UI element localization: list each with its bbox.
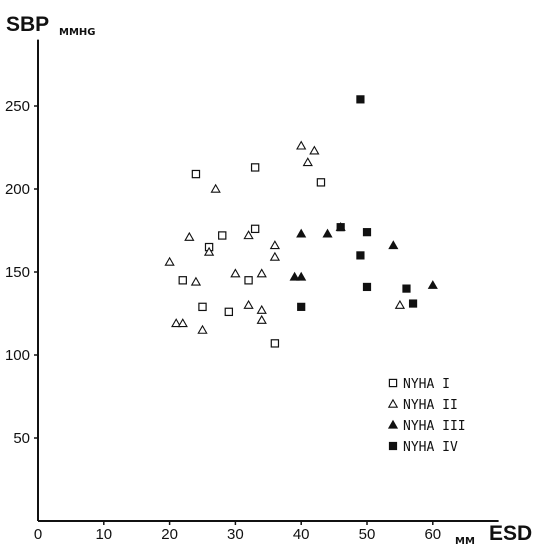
- data-point-triangle-open: [269, 251, 281, 261]
- legend-marker-triangle-filled: [387, 419, 399, 429]
- data-point-triangle-open: [302, 157, 313, 167]
- data-point-square-open: [218, 231, 227, 240]
- x-tick-label: 20: [161, 526, 178, 543]
- y-tick-label: 50: [13, 430, 30, 447]
- data-point-triangle-open: [269, 240, 281, 250]
- x-tick-label: 30: [227, 526, 244, 543]
- legend-marker-square-filled: [388, 441, 398, 451]
- y-tick-label: 150: [5, 264, 30, 281]
- data-point-triangle-filled: [289, 271, 300, 281]
- legend-label: NYHA II: [403, 398, 458, 413]
- data-point-square-open: [224, 307, 234, 317]
- data-point-triangle-open: [256, 268, 267, 278]
- data-point-triangle-open: [164, 256, 175, 266]
- legend-label: NYHA III: [403, 419, 466, 434]
- data-point-square-open: [250, 163, 260, 172]
- data-point-triangle-filled: [296, 271, 307, 281]
- legend-label: NYHA I: [403, 377, 450, 392]
- x-axis-title: ESD: [489, 522, 532, 545]
- data-point-square-open: [178, 276, 187, 285]
- data-point-triangle-filled: [296, 228, 307, 238]
- data-point-triangle-open: [256, 304, 267, 314]
- data-point-square-filled: [402, 284, 411, 293]
- y-tick-label: 100: [5, 347, 30, 364]
- legend-label: NYHA IV: [403, 440, 458, 455]
- y-axis-title: SBP: [6, 13, 49, 36]
- data-point-square-open: [270, 339, 280, 348]
- data-point-triangle-open: [210, 183, 221, 193]
- data-point-square-open: [198, 302, 207, 312]
- x-tick-label: 10: [95, 526, 112, 543]
- axes: [37, 39, 499, 522]
- legend-marker-triangle-open: [387, 398, 399, 408]
- data-point-triangle-open: [230, 268, 241, 278]
- data-point-square-filled: [408, 299, 418, 308]
- data-point-square-filled: [336, 223, 345, 232]
- data-point-triangle-open: [197, 324, 208, 334]
- data-point-square-filled: [362, 228, 372, 237]
- data-point-square-filled: [356, 251, 365, 260]
- data-point-triangle-filled: [388, 240, 399, 250]
- x-axis-unit: MM: [455, 536, 475, 547]
- data-point-triangle-open: [243, 230, 254, 240]
- legend-marker-square-open: [388, 378, 398, 388]
- data-point-triangle-filled: [427, 280, 438, 289]
- data-point-square-filled: [362, 282, 372, 292]
- tick-group: 0 10 20 30 40 50 60 50 100 150 200 250: [5, 98, 441, 543]
- data-point-triangle-filled: [322, 228, 333, 238]
- x-tick-label: 40: [293, 526, 310, 543]
- data-point-triangle-open: [177, 318, 188, 328]
- y-tick-label: 250: [5, 98, 30, 115]
- data-point-triangle-open: [171, 318, 182, 328]
- data-point-square-open: [250, 224, 260, 234]
- data-point-square-open: [244, 276, 253, 285]
- y-axis-unit: MMHG: [59, 27, 95, 38]
- data-point-triangle-open: [190, 276, 202, 286]
- data-point-square-open: [191, 169, 201, 179]
- data-point-triangle-open: [184, 231, 195, 241]
- legend: NYHA I NYHA II NYHA III NYHA IV: [387, 377, 466, 455]
- y-tick-label: 200: [5, 181, 30, 198]
- data-point-square-filled: [297, 302, 306, 311]
- data-point-triangle-open: [243, 299, 254, 309]
- x-tick-label: 0: [34, 526, 42, 543]
- data-point-triangle-open: [256, 314, 267, 324]
- x-tick-label: 50: [359, 526, 376, 543]
- data-point-triangle-open: [203, 246, 215, 256]
- data-point-triangle-open: [309, 145, 320, 155]
- x-tick-label: 60: [424, 526, 441, 543]
- data-points: [164, 95, 438, 348]
- data-point-square-open: [316, 178, 326, 187]
- data-point-triangle-open: [394, 299, 406, 309]
- data-point-square-filled: [356, 95, 365, 104]
- data-point-triangle-open: [296, 140, 307, 150]
